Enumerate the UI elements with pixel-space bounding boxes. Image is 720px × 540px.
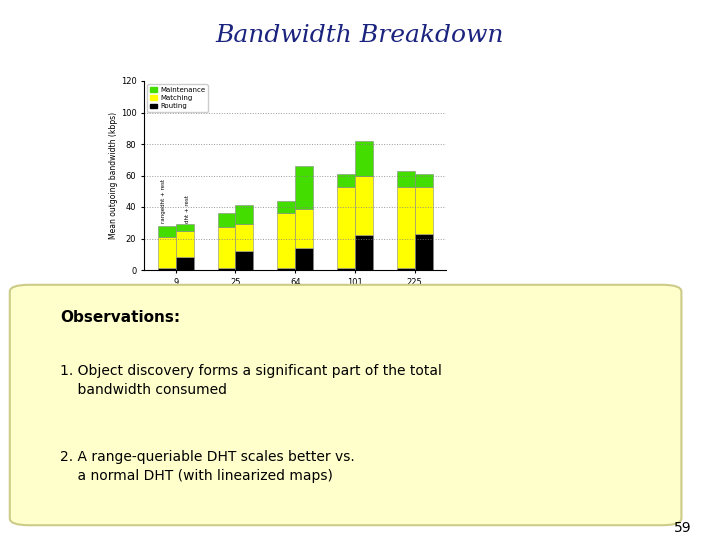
Bar (277, 201, 295, 213)
Bar (415, 186, 433, 234)
Bar (295, 248, 313, 270)
Legend: Maintenance, Matching, Routing: Maintenance, Matching, Routing (148, 84, 208, 112)
Bar (158, 237, 176, 268)
Bar (355, 141, 373, 176)
FancyBboxPatch shape (10, 285, 681, 525)
Text: 2. A range-queriable DHT scales better vs.
    a normal DHT (with linearized map: 2. A range-queriable DHT scales better v… (60, 450, 355, 483)
Text: rangedht + rest: rangedht + rest (161, 179, 166, 222)
Bar (295, 208, 313, 248)
Bar (397, 268, 415, 270)
Bar (397, 186, 415, 268)
Bar (337, 174, 355, 186)
Bar (217, 227, 235, 268)
Bar (176, 258, 194, 270)
Bar (217, 213, 235, 227)
Bar (397, 171, 415, 186)
Bar (176, 231, 194, 258)
Bar (217, 268, 235, 270)
Bar (415, 234, 433, 270)
Y-axis label: Mean outgoing bandwidth (kbps): Mean outgoing bandwidth (kbps) (109, 112, 118, 239)
Text: 1. Object discovery forms a significant part of the total
    bandwidth consumed: 1. Object discovery forms a significant … (60, 364, 442, 396)
Bar (337, 268, 355, 270)
Bar (158, 268, 176, 270)
Bar (295, 166, 313, 208)
Bar (355, 176, 373, 235)
Bar (235, 251, 253, 270)
Bar (235, 205, 253, 224)
Bar (176, 224, 194, 231)
Text: Observations:: Observations: (60, 310, 181, 325)
Bar (415, 174, 433, 186)
Text: 59: 59 (674, 521, 691, 535)
Bar (337, 186, 355, 268)
Bar (158, 226, 176, 237)
Bar (277, 268, 295, 270)
Bar (235, 224, 253, 251)
Bar (277, 213, 295, 268)
Text: dht + rest: dht + rest (185, 195, 190, 222)
Text: Bandwidth Breakdown: Bandwidth Breakdown (216, 24, 504, 46)
X-axis label: Number of nodes: Number of nodes (258, 289, 332, 299)
Bar (355, 235, 373, 270)
